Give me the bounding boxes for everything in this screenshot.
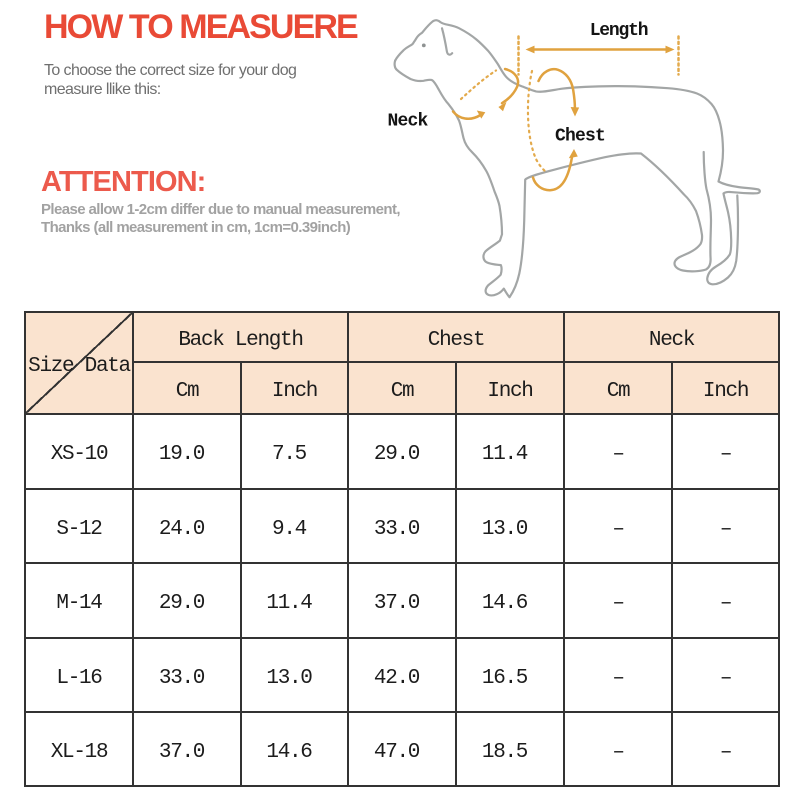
svg-text:Neck: Neck xyxy=(387,112,428,132)
svg-text:Length: Length xyxy=(590,21,648,41)
svg-text:Chest: Chest xyxy=(555,127,605,147)
